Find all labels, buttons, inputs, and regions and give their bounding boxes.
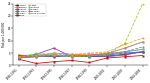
Legend: E Mids, London, N East, N West, S East, Wales, East, N East, S East, W Mids, Yor: E Mids, London, N East, N West, S East, … <box>14 4 46 16</box>
Y-axis label: Risk per 1,000,000: Risk per 1,000,000 <box>2 22 6 47</box>
